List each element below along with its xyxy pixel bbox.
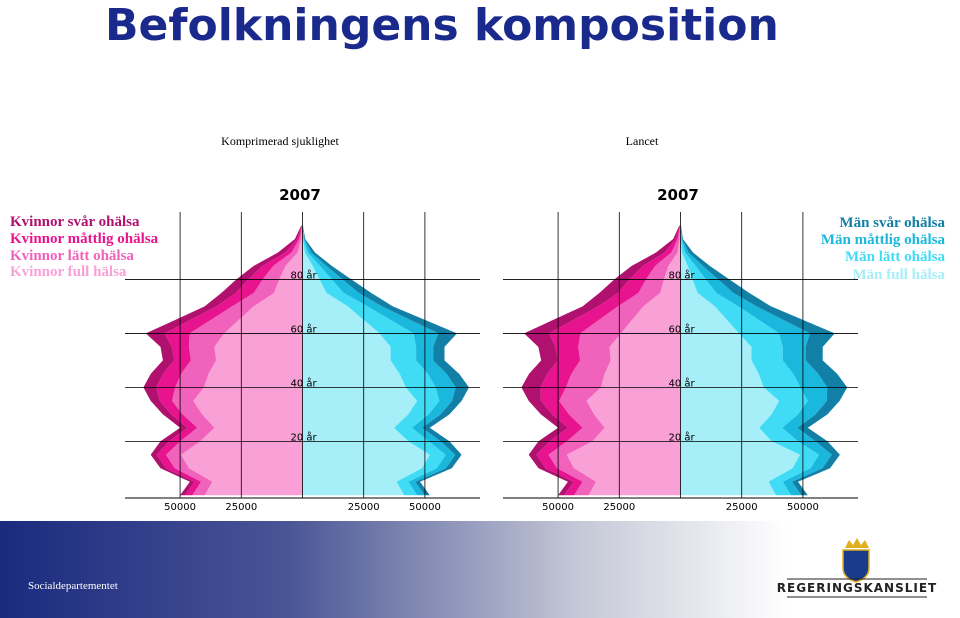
y-tick-label: 20 år: [291, 430, 318, 443]
shield: [842, 549, 870, 583]
population-area: [181, 225, 303, 496]
footer-band: [0, 521, 960, 618]
legend-entry: Män svår ohälsa: [839, 215, 945, 231]
population-area: [548, 225, 681, 496]
logo: REGERINGSKANSLIET: [777, 538, 938, 598]
x-tick-label: 25000: [225, 502, 257, 513]
x-tick-label: 25000: [726, 502, 758, 513]
x-tick-label: 25000: [603, 502, 635, 513]
legend-entry: Kvinnor lätt ohälsa: [10, 248, 134, 264]
population-area: [302, 225, 446, 496]
chart-subtitle: Komprimerad sjuklighet: [221, 134, 339, 148]
population-area: [536, 225, 681, 496]
legend-women: Kvinnor svår ohälsa Kvinnor måttlig ohäl…: [10, 214, 159, 280]
population-area: [302, 225, 430, 496]
population-area: [680, 225, 832, 496]
slide-title: Befolkningens komposition: [105, 0, 779, 51]
population-area: [566, 225, 681, 496]
legend-entry: Kvinnor full hälsa: [10, 264, 127, 280]
y-tick-label: 20 år: [669, 430, 696, 443]
department: Socialdepartementet: [28, 580, 118, 592]
population-area: [521, 225, 680, 496]
chart-title: 2007: [279, 186, 321, 204]
x-tick-label: 25000: [348, 502, 380, 513]
y-tick-label: 40 år: [291, 376, 318, 389]
charts: 50000 25000 25000 50000 20 år 40 år 60 år 80 år…: [125, 212, 858, 513]
chart: 50000 25000 25000 50000 20 år 40 år 60 år 80 år: [503, 212, 858, 513]
y-tick-label: 80 år: [291, 268, 318, 281]
population-area: [156, 225, 302, 496]
legend-entry: Kvinnor måttlig ohälsa: [10, 231, 159, 247]
population-area: [302, 225, 456, 496]
x-tick-label: 50000: [409, 502, 441, 513]
y-tick-label: 60 år: [291, 322, 318, 335]
x-tick-label: 50000: [164, 502, 196, 513]
y-tick-label: 40 år: [669, 376, 696, 389]
population-area: [680, 225, 800, 496]
legend-entry: Män måttlig ohälsa: [821, 232, 946, 248]
x-tick-label: 50000: [542, 502, 574, 513]
population-area: [680, 225, 820, 496]
population-area: [302, 225, 469, 496]
y-tick-label: 80 år: [669, 268, 696, 281]
legend-entry: Män lätt ohälsa: [845, 249, 946, 265]
chart-subtitle: Lancet: [626, 134, 659, 148]
logo-text: REGERINGSKANSLIET: [777, 581, 938, 595]
chart: 50000 25000 25000 50000 20 år 40 år 60 år 80 år: [125, 212, 480, 513]
chart-title: 2007: [657, 186, 699, 204]
population-area: [165, 225, 303, 496]
y-tick-label: 60 år: [669, 322, 696, 335]
population-area: [680, 225, 848, 496]
legend-entry: Män full hälsa: [852, 267, 945, 283]
legend-entry: Kvinnor svår ohälsa: [10, 214, 140, 230]
legend-men: Män svår ohälsa Män måttlig ohälsa Män l…: [821, 215, 946, 283]
population-area: [143, 225, 302, 496]
x-tick-label: 50000: [787, 502, 819, 513]
crown: [845, 538, 869, 548]
